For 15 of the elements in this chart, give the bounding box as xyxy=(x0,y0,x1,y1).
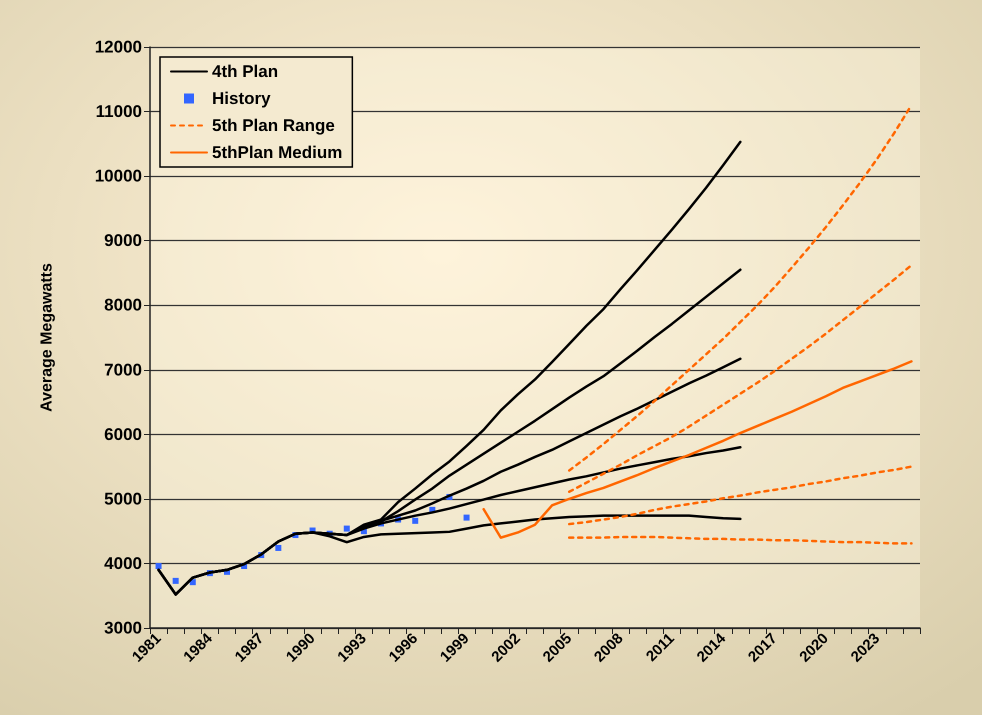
y-tick-label: 4000 xyxy=(104,554,142,573)
y-tick-label: 3000 xyxy=(104,618,142,638)
y-tick-label: 12000 xyxy=(94,38,142,56)
y-tick-label: 6000 xyxy=(104,424,142,444)
legend-label: 5th Plan Range xyxy=(212,116,335,135)
y-tick-label: 11000 xyxy=(96,102,142,122)
y-tick-label: 10000 xyxy=(94,166,142,186)
legend-label: 5thPlan Medium xyxy=(212,143,342,162)
y-axis-title: Average Megawatts xyxy=(38,263,56,412)
y-tick-label: 7000 xyxy=(104,360,142,380)
y-tick-label: 8000 xyxy=(104,296,142,315)
y-tick-label: 5000 xyxy=(104,489,142,508)
y-tick-label: 9000 xyxy=(104,231,142,250)
legend-label: 4th Plan xyxy=(212,62,278,81)
legend-label: History xyxy=(212,89,272,108)
